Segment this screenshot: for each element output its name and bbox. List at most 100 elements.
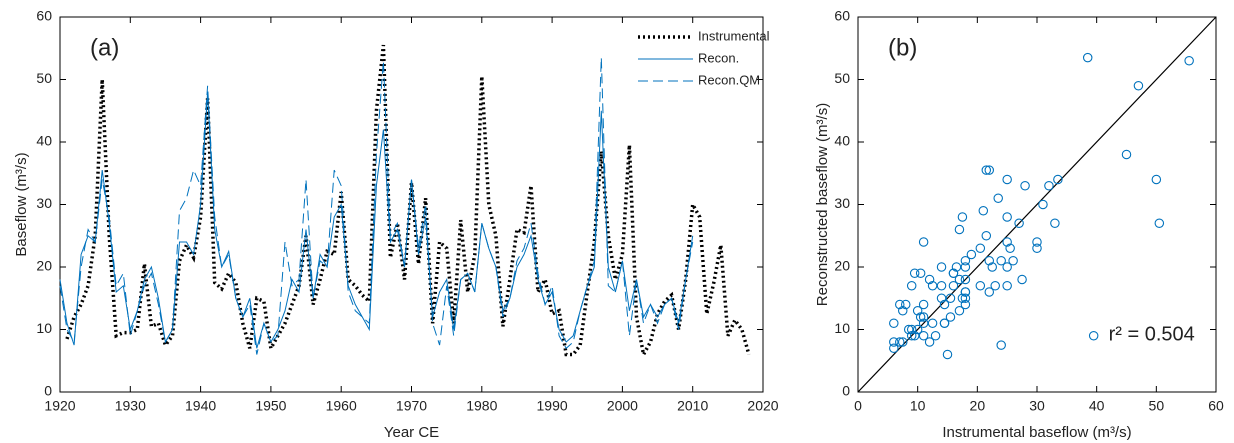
- scatter-point: [900, 299, 911, 310]
- y-tick-label: 0: [44, 383, 52, 399]
- scatter-point: [981, 231, 992, 241]
- scatter-point: [889, 318, 899, 328]
- scatter-point: [960, 255, 971, 266]
- scatter-point: [1014, 218, 1024, 229]
- scatter-point: [1032, 237, 1042, 247]
- y-axis-label: Baseflow (m³/s): [13, 152, 30, 256]
- scatter-point: [1184, 55, 1194, 66]
- scatter-point: [966, 249, 977, 260]
- scatter-point: [918, 299, 929, 310]
- scatter-point: [984, 287, 995, 297]
- y-tick-label: 20: [36, 258, 52, 274]
- scatter-point: [1002, 280, 1012, 291]
- scatter-point: [1002, 237, 1012, 247]
- x-tick-label: 40: [1089, 398, 1105, 414]
- scatter-point: [945, 312, 956, 322]
- x-tick-label: 1970: [396, 398, 427, 414]
- series-line: [59, 57, 694, 355]
- scatter-point: [915, 312, 926, 322]
- scatter-point: [996, 340, 1006, 350]
- y-tick-label: 50: [834, 70, 850, 86]
- scatter-point: [909, 268, 920, 278]
- scatter-point: [936, 262, 947, 272]
- x-tick-label: 1980: [466, 398, 497, 414]
- scatter-point: [897, 337, 908, 347]
- scatter-point: [954, 274, 965, 285]
- scatter-point: [936, 293, 947, 303]
- y-tick-label: 60: [834, 8, 850, 24]
- scatter-point: [1151, 174, 1162, 185]
- scatter-point: [1038, 199, 1048, 210]
- scatter-point: [1154, 218, 1165, 229]
- x-tick-label: 1960: [326, 398, 357, 414]
- scatter-point: [954, 305, 965, 316]
- scatter-point: [1002, 174, 1012, 185]
- annotation: r² = 0.504: [1109, 323, 1195, 345]
- scatter-point: [906, 330, 917, 341]
- scatter-point: [909, 330, 920, 341]
- scatter-point: [927, 318, 938, 328]
- scatter-point: [930, 330, 941, 341]
- x-axis-label: Instrumental baseflow (m³/s): [942, 424, 1131, 441]
- scatter-point: [939, 318, 950, 328]
- scatter-point: [948, 268, 959, 278]
- scatter-point: [889, 343, 899, 353]
- scatter-point: [981, 165, 992, 175]
- scatter-point: [906, 324, 917, 335]
- scatter-point: [1008, 255, 1018, 266]
- scatter-point: [990, 280, 1000, 291]
- y-tick-label: 30: [834, 195, 850, 211]
- x-tick-label: 2020: [747, 398, 778, 414]
- scatter-point: [918, 312, 929, 322]
- scatter-point: [897, 305, 908, 316]
- scatter-point: [1020, 181, 1030, 191]
- y-tick-label: 0: [842, 383, 850, 399]
- scatter-point: [895, 337, 905, 347]
- scatter-point: [957, 293, 968, 303]
- scatter-point: [924, 274, 935, 285]
- scatter-point: [954, 224, 965, 235]
- scatter-point: [1088, 330, 1099, 341]
- scatter-point: [1050, 218, 1060, 229]
- x-tick-label: 30: [1029, 398, 1045, 414]
- x-tick-label: 50: [1149, 398, 1165, 414]
- scatter-point: [1005, 243, 1015, 254]
- scatter-point: [960, 293, 971, 303]
- scatter-point: [927, 280, 938, 291]
- y-tick-label: 40: [36, 133, 52, 149]
- scatter-point: [903, 324, 914, 335]
- scatter-point: [984, 255, 995, 266]
- legend-label: Recon.QM: [698, 72, 760, 87]
- scatter-point: [960, 299, 971, 310]
- scatter-point: [924, 337, 935, 347]
- x-tick-label: 2010: [677, 398, 708, 414]
- scatter-point: [957, 212, 968, 222]
- scatter-point: [1044, 181, 1054, 191]
- y-tick-label: 10: [36, 320, 52, 336]
- x-tick-label: 1950: [255, 398, 286, 414]
- scatter-point: [978, 206, 989, 216]
- scatter-point: [912, 324, 923, 335]
- scatter-point: [984, 165, 995, 175]
- y-axis-label: Reconstructed baseflow (m³/s): [814, 103, 831, 306]
- y-tick-label: 50: [36, 70, 52, 86]
- y-tick-label: 30: [36, 195, 52, 211]
- scatter-point: [1002, 212, 1012, 222]
- scatter-point: [912, 305, 923, 316]
- scatter-point: [975, 243, 986, 254]
- x-tick-label: 20: [970, 398, 986, 414]
- y-tick-label: 60: [36, 8, 52, 24]
- scatter-point: [906, 280, 917, 291]
- one-to-one-line: [857, 16, 1217, 393]
- legend-label: Recon.: [698, 50, 739, 65]
- scatter-point: [960, 274, 971, 285]
- legend-label: Instrumental: [698, 28, 770, 43]
- scatter-point: [993, 193, 1003, 204]
- scatter-point: [936, 280, 947, 291]
- scatter-point: [918, 330, 929, 341]
- scatter-point: [996, 255, 1006, 266]
- x-tick-label: 1940: [185, 398, 216, 414]
- y-tick-label: 40: [834, 133, 850, 149]
- x-tick-label: 60: [1208, 398, 1224, 414]
